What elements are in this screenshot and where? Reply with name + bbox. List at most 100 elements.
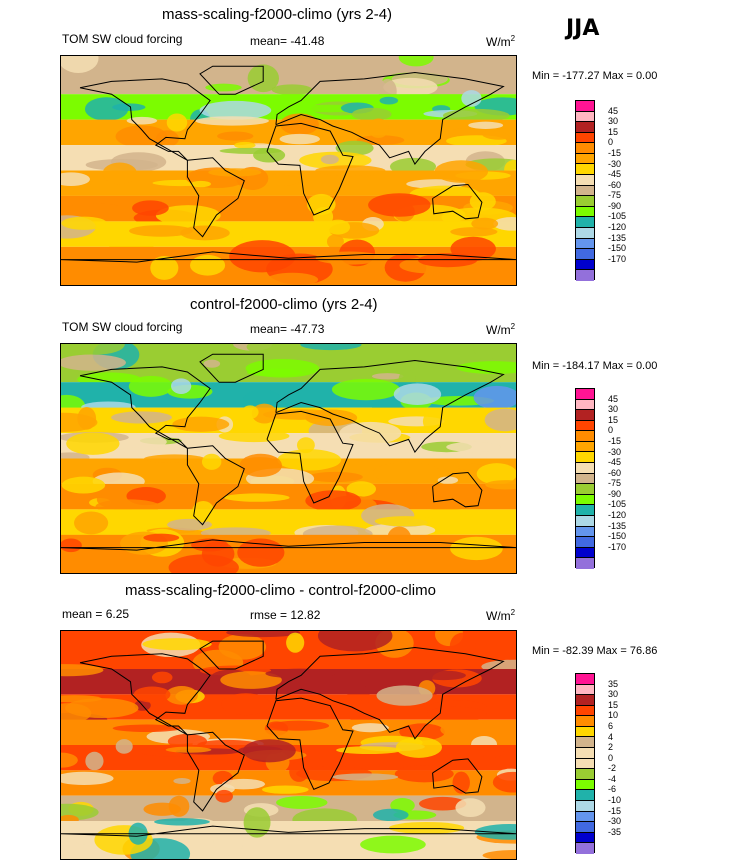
- colorbar-cell: [576, 537, 594, 548]
- colorbar-cell: [576, 452, 594, 464]
- field-blob: [115, 739, 133, 754]
- coastline: [199, 65, 264, 95]
- field-blob: [450, 536, 503, 561]
- field-blob: [315, 251, 383, 265]
- colorbar-tick-label: 30: [608, 689, 619, 700]
- colorbar-tick-label: -30: [608, 158, 622, 169]
- field-blob: [469, 192, 496, 211]
- panel3-map: [60, 630, 517, 860]
- panel1-colorbar: [575, 100, 595, 281]
- panel1-variable-label: TOM SW cloud forcing: [62, 32, 183, 46]
- colorbar-cell: [576, 196, 594, 207]
- panel3-mean-label: mean = 6.25: [62, 607, 130, 621]
- field-blob: [276, 795, 328, 809]
- field-blob: [151, 671, 173, 684]
- colorbar-tick-label: 35: [608, 678, 619, 689]
- field-blob: [368, 193, 431, 217]
- field-blob: [351, 107, 392, 121]
- colorbar-tick-label: 0: [608, 425, 614, 436]
- field-blob: [456, 361, 516, 375]
- field-blob: [418, 253, 478, 268]
- colorbar-tick-label: -4: [608, 773, 617, 784]
- coastline: [199, 353, 264, 383]
- field-blob: [219, 147, 282, 154]
- colorbar-cell: [576, 164, 594, 176]
- colorbar-tick-label: -15: [608, 147, 622, 158]
- colorbar-cell: [576, 389, 594, 400]
- field-blob: [213, 825, 244, 856]
- colorbar-cell: [576, 494, 594, 506]
- field-blob: [233, 730, 295, 739]
- colorbar-cell: [576, 399, 594, 411]
- coastline: [186, 731, 245, 812]
- field-blob: [409, 489, 482, 511]
- colorbar-cell: [576, 832, 594, 844]
- colorbar-cell: [576, 505, 594, 516]
- colorbar-cell: [576, 684, 594, 696]
- field-blob: [305, 409, 358, 426]
- coastline: [275, 646, 505, 740]
- colorbar-tick-label: -170: [608, 253, 627, 264]
- field-blob: [166, 113, 188, 132]
- field-blob: [346, 481, 377, 497]
- colorbar-tick-label: -35: [608, 826, 622, 837]
- field-blob: [102, 162, 137, 185]
- panel2-minmax: Min = -184.17 Max = 0.00: [532, 360, 658, 372]
- panel1-minmax: Min = -177.27 Max = 0.00: [532, 70, 658, 82]
- field-blob: [155, 205, 221, 226]
- colorbar-cell: [576, 811, 594, 823]
- field-blob: [77, 407, 97, 430]
- field-blob: [61, 703, 92, 724]
- field-blob: [481, 128, 516, 140]
- field-blob: [61, 56, 99, 73]
- coastline: [275, 359, 505, 454]
- colorbar-cell: [576, 758, 594, 770]
- field-blob: [190, 180, 211, 188]
- field-blob: [421, 670, 466, 681]
- coastline: [266, 410, 354, 504]
- colorbar-tick-label: -150: [608, 531, 627, 542]
- field-blob: [133, 686, 171, 703]
- field-blob: [165, 746, 212, 753]
- colorbar-cell: [576, 111, 594, 123]
- colorbar-tick-label: -170: [608, 541, 627, 552]
- field-blob: [171, 378, 192, 394]
- colorbar-cell: [576, 132, 594, 144]
- field-blob: [317, 631, 393, 652]
- field-blob: [331, 378, 401, 401]
- colorbar-cell: [576, 270, 594, 281]
- field-blob: [339, 421, 402, 445]
- colorbar-tick-label: -135: [608, 232, 627, 243]
- colorbar-tick-label: 0: [608, 137, 614, 148]
- field-blob: [66, 432, 120, 455]
- coastline: [186, 157, 245, 238]
- colorbar-tick-label: -15: [608, 435, 622, 446]
- coastline: [61, 539, 516, 551]
- field-blob: [84, 97, 129, 121]
- field-blob: [446, 441, 501, 453]
- colorbar-tick-label: -6: [608, 784, 617, 795]
- panel2-title: control-f2000-climo (yrs 2-4): [190, 296, 378, 313]
- field-blob: [266, 272, 319, 285]
- field-blob: [61, 771, 114, 785]
- field-blob: [251, 403, 278, 424]
- colorbar-tick-label: 10: [608, 710, 619, 721]
- field-blob: [493, 217, 516, 231]
- field-blob: [112, 103, 146, 111]
- field-blob: [437, 476, 459, 484]
- field-blob: [461, 90, 482, 107]
- colorbar-cell: [576, 473, 594, 485]
- field-blob: [326, 234, 344, 250]
- field-blob: [154, 818, 210, 826]
- colorbar-cell: [576, 726, 594, 738]
- field-blob: [320, 154, 339, 165]
- field-blob: [372, 462, 442, 484]
- field-blob: [393, 383, 442, 406]
- field-blob: [286, 632, 305, 653]
- field-blob: [245, 359, 320, 378]
- panel2-mean-label: mean= -47.73: [250, 322, 325, 336]
- colorbar-cell: [576, 431, 594, 442]
- colorbar-cell: [576, 800, 594, 812]
- field-blob: [473, 385, 516, 410]
- panel3-colorbar: [575, 673, 595, 854]
